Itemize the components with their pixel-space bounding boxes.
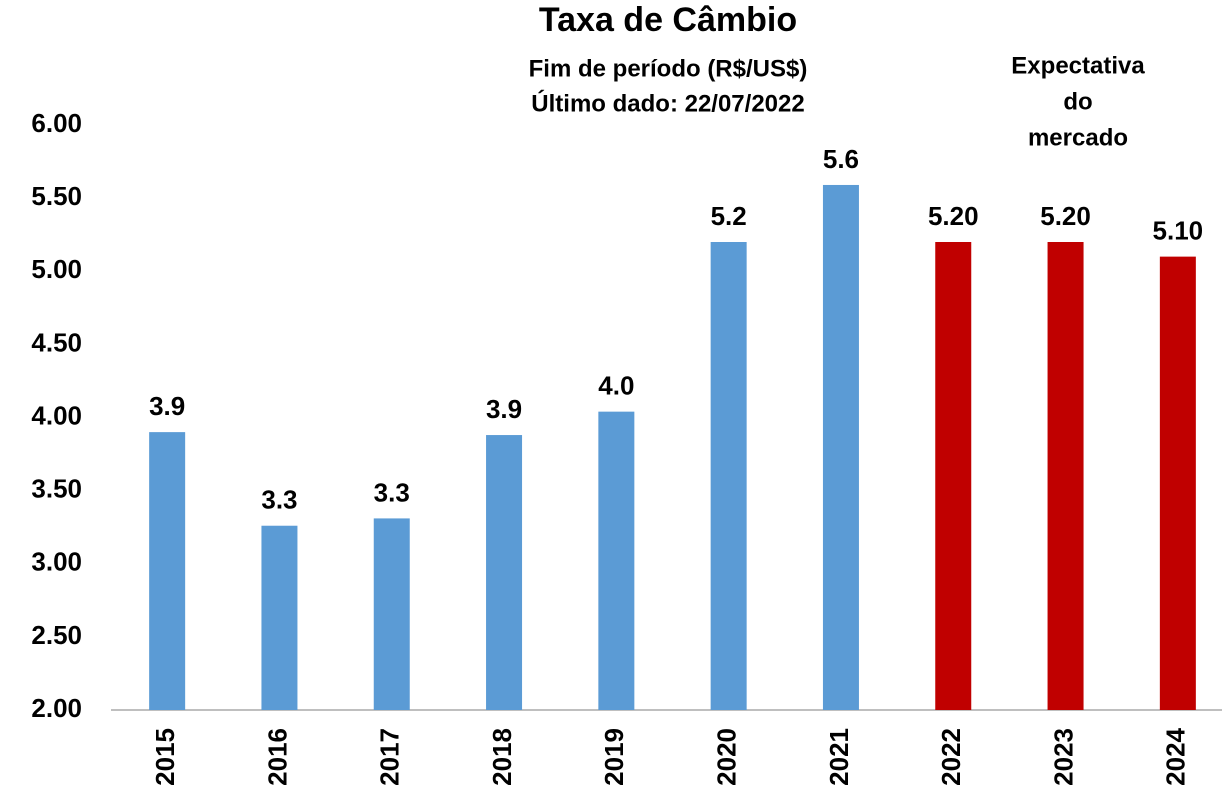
x-tick-label: 2016 [262,728,292,786]
x-tick-label: 2017 [375,728,405,786]
annotation: mercado [1028,124,1128,151]
bar [598,411,635,710]
x-tick-label: 2020 [712,728,742,786]
x-tick-label: 2024 [1161,727,1191,785]
y-tick-label: 4.00 [31,400,82,430]
bar [1159,256,1196,710]
y-tick-label: 5.00 [31,254,82,284]
data-label: 3.9 [149,391,185,421]
data-label: 5.20 [1040,201,1091,231]
y-tick-label: 6.00 [31,108,82,138]
y-tick-label: 5.50 [31,181,82,211]
bar [935,242,972,710]
chart-subtitle: Último dado: 22/07/2022 [531,89,804,117]
y-tick-label: 4.50 [31,327,82,357]
bar [1047,242,1084,710]
y-tick-label: 3.00 [31,547,82,577]
annotation: do [1063,88,1092,115]
bar [822,184,859,710]
bar [486,435,523,710]
x-tick-label: 2019 [599,728,629,786]
bar [261,525,298,710]
y-tick-label: 2.50 [31,620,82,650]
bar [710,242,747,710]
annotation: Expectativa [1011,52,1145,79]
x-tick-label: 2021 [824,728,854,786]
data-label: 5.20 [928,201,979,231]
data-label: 5.6 [823,144,859,174]
data-label: 5.10 [1153,216,1204,246]
bar [373,518,410,710]
y-tick-label: 2.00 [31,693,82,723]
x-tick-label: 2018 [487,728,517,786]
x-tick-label: 2023 [1048,728,1078,786]
data-label: 5.2 [711,201,747,231]
x-tick-label: 2022 [936,728,966,786]
data-label: 3.3 [261,485,297,515]
x-tick-label: 2015 [150,728,180,786]
bar [149,432,186,710]
chart-title: Taxa de Câmbio [539,1,797,39]
data-label: 3.9 [486,394,522,424]
chart-subtitle: Fim de período (R$/US$) [529,55,808,82]
data-label: 4.0 [598,371,634,401]
y-tick-label: 3.50 [31,474,82,504]
data-label: 3.3 [374,477,410,507]
